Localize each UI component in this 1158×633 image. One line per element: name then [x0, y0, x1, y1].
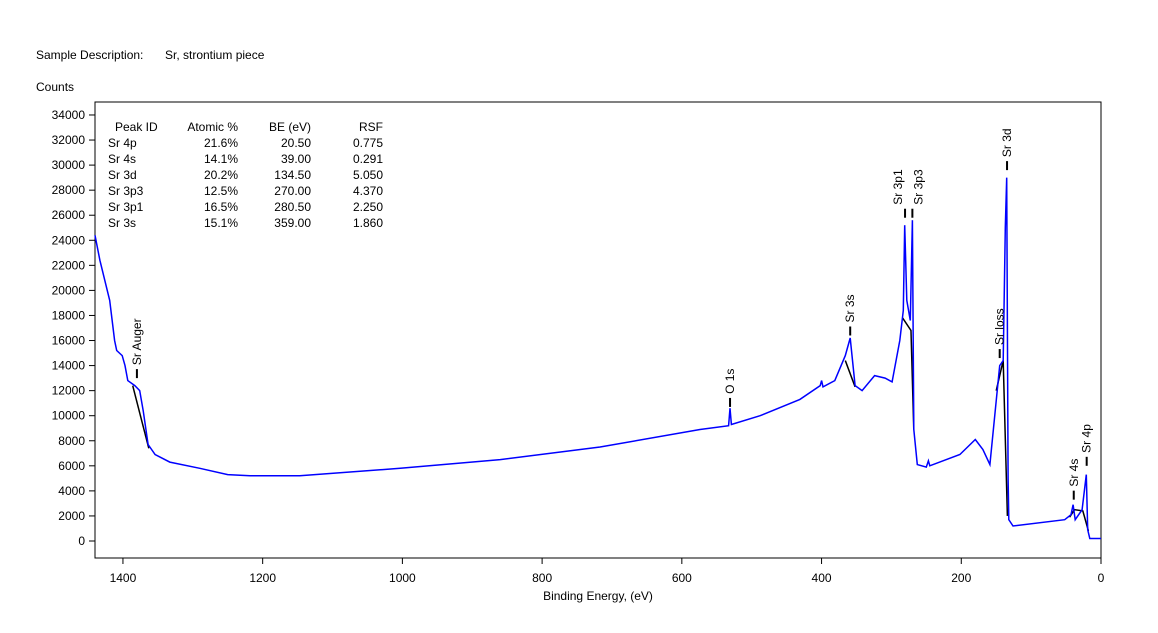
spectrum-line — [94, 177, 1101, 540]
x-axis: 1400 1200 1000 800 600 400 200 0 — [110, 558, 1105, 585]
table-cell: 280.50 — [274, 200, 311, 214]
x-tick-label: 800 — [532, 571, 552, 585]
peak-label: Sr 4s — [1067, 459, 1081, 487]
table-cell: 39.00 — [281, 152, 311, 166]
y-tick-label: 16000 — [52, 334, 86, 348]
y-tick-label: 6000 — [58, 459, 85, 473]
table-cell: Sr 3p3 — [108, 184, 144, 198]
y-axis: 0 2000 4000 6000 8000 10000 12000 14000 16000 180… — [52, 108, 95, 548]
table-cell: 12.5% — [204, 184, 238, 198]
x-tick-label: 200 — [951, 571, 971, 585]
y-tick-label: 24000 — [52, 233, 86, 247]
table-cell: Sr 4s — [108, 152, 136, 166]
table-cell: 2.250 — [353, 200, 383, 214]
background-line — [844, 360, 856, 388]
table-cell: Sr 3d — [108, 168, 137, 182]
table-cell: 14.1% — [204, 152, 238, 166]
peak-label: Sr 3d — [1000, 128, 1014, 157]
background-line — [1068, 508, 1090, 532]
table-cell: Sr 3s — [108, 216, 136, 230]
table-cell: 21.6% — [204, 136, 238, 150]
x-tick-label: 1000 — [389, 571, 416, 585]
table-cell: 16.5% — [204, 200, 238, 214]
background-line — [901, 317, 915, 430]
table-header: RSF — [359, 120, 383, 134]
sample-description-label: Sample Description: — [36, 48, 143, 62]
table-header: Peak ID — [115, 120, 158, 134]
y-tick-label: 10000 — [52, 409, 86, 423]
table-cell: 15.1% — [204, 216, 238, 230]
y-tick-label: 18000 — [52, 308, 86, 322]
x-tick-label: 0 — [1098, 571, 1105, 585]
peak-label: Sr loss — [993, 308, 1007, 345]
table-cell: 0.775 — [353, 136, 383, 150]
y-axis-label: Counts — [36, 80, 74, 94]
sample-description-value: Sr, strontium piece — [165, 48, 265, 62]
x-tick-label: 600 — [672, 571, 692, 585]
y-tick-label: 0 — [78, 534, 85, 548]
peak-label: Sr 3s — [843, 294, 857, 322]
table-cell: 20.50 — [281, 136, 311, 150]
table-header: BE (eV) — [269, 120, 311, 134]
x-tick-label: 400 — [812, 571, 832, 585]
x-tick-label: 1400 — [110, 571, 137, 585]
background-line — [131, 385, 150, 449]
backgrounds — [131, 317, 1090, 532]
plot-frame — [94, 101, 1102, 559]
table-cell: 270.00 — [274, 184, 311, 198]
peak-label: Sr 3p3 — [911, 169, 925, 205]
y-tick-label: 12000 — [52, 384, 86, 398]
y-tick-label: 28000 — [52, 183, 86, 197]
y-tick-label: 34000 — [52, 108, 86, 122]
table-cell: Sr 3p1 — [108, 200, 144, 214]
x-axis-label: Binding Energy, (eV) — [543, 589, 653, 603]
table-cell: 0.291 — [353, 152, 383, 166]
quantification-table: Peak ID Atomic % BE (eV) RSF Sr 4p 21.6% 20.50… — [108, 120, 383, 230]
table-cell: 20.2% — [204, 168, 238, 182]
table-cell: 359.00 — [274, 216, 311, 230]
y-tick-label: 22000 — [52, 258, 86, 272]
peak-label: O 1s — [723, 369, 737, 394]
y-tick-label: 20000 — [52, 283, 86, 297]
table-cell: 134.50 — [274, 168, 311, 182]
y-tick-label: 2000 — [58, 509, 85, 523]
peak-label: Sr 4p — [1080, 424, 1094, 453]
x-tick-label: 1200 — [249, 571, 276, 585]
table-cell: 1.860 — [353, 216, 383, 230]
y-tick-label: 30000 — [52, 158, 86, 172]
table-cell: 5.050 — [353, 168, 383, 182]
y-tick-label: 14000 — [52, 359, 86, 373]
peak-annotations: Sr Auger O 1s Sr 3s Sr 3p1 Sr 3p3 Sr loss Sr 3… — [130, 128, 1094, 500]
y-tick-label: 4000 — [58, 484, 85, 498]
y-tick-label: 8000 — [58, 434, 85, 448]
peak-label: Sr Auger — [130, 318, 144, 365]
peak-label: Sr 3p1 — [891, 169, 905, 205]
table-cell: 4.370 — [353, 184, 383, 198]
table-header: Atomic % — [187, 120, 238, 134]
table-cell: Sr 4p — [108, 136, 137, 150]
y-tick-label: 32000 — [52, 133, 86, 147]
y-tick-label: 26000 — [52, 208, 86, 222]
